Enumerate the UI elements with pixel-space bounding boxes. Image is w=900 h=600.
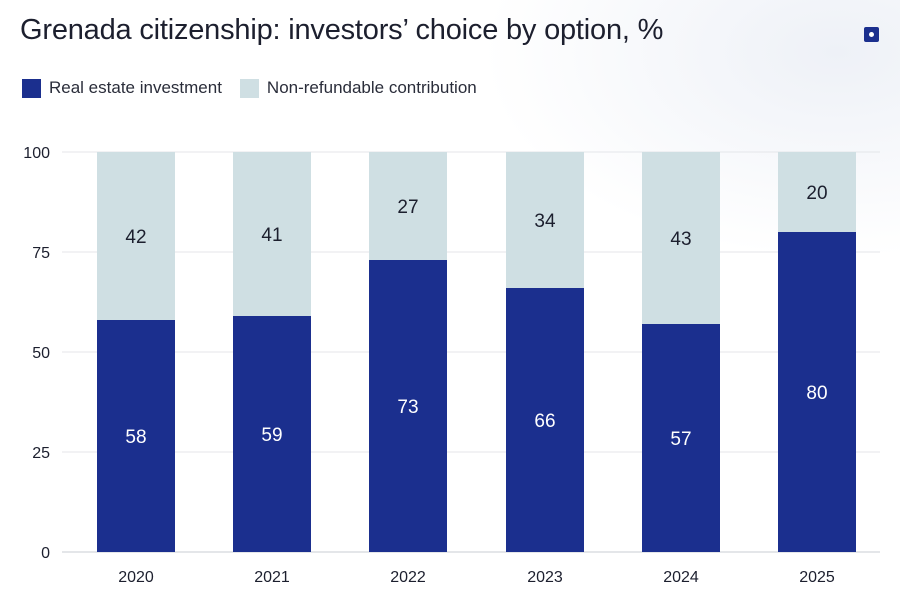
brand-logo-dot [869,32,874,37]
x-tick-label-2021: 2021 [254,569,290,586]
bar-2023-contribution [506,152,584,288]
bar-value-label-2020-contribution: 42 [125,227,146,248]
bar-2021-contribution [233,152,311,316]
chart-title: Grenada citizenship: investors’ choice b… [20,14,664,46]
x-tick-label-2024: 2024 [663,569,699,586]
bar-value-label-2022-real-estate: 73 [397,397,418,418]
chart-legend: Real estate investment Non-refundable co… [22,78,495,98]
legend-swatch-real-estate [22,78,41,98]
x-tick-label-2025: 2025 [799,569,835,586]
bar-2024-real-estate [642,324,720,552]
bar-2025-contribution [778,152,856,232]
bar-value-label-2021-real-estate: 59 [261,425,282,446]
bar-value-label-2022-contribution: 27 [397,197,418,218]
legend-item-contribution: Non-refundable contribution [239,78,477,98]
legend-swatch-contribution [239,78,259,98]
y-tick-label-100: 100 [23,145,50,162]
legend-item-real-estate: Real estate investment [22,78,222,98]
bar-2020-real-estate [97,320,175,552]
x-tick-label-2020: 2020 [118,569,154,586]
y-tick-label-50: 50 [32,345,50,362]
y-tick-label-75: 75 [32,245,50,262]
x-tick-label-2023: 2023 [527,569,563,586]
bar-2022-real-estate [369,260,447,552]
bar-2024-contribution [642,152,720,324]
y-tick-label-0: 0 [41,545,50,562]
brand-logo-icon [864,27,879,42]
bar-2021-real-estate [233,316,311,552]
bar-value-label-2025-contribution: 20 [806,183,827,204]
bar-value-label-2024-real-estate: 57 [670,429,691,450]
y-tick-label-25: 25 [32,445,50,462]
bar-value-label-2025-real-estate: 80 [806,383,827,404]
bar-2025-real-estate [778,232,856,552]
bar-value-label-2024-contribution: 43 [670,229,691,250]
bar-value-label-2023-real-estate: 66 [534,411,555,432]
bar-value-label-2020-real-estate: 58 [125,427,146,448]
bar-value-label-2023-contribution: 34 [534,211,556,232]
bar-value-label-2021-contribution: 41 [261,225,282,246]
bar-2022-contribution [369,152,447,260]
legend-label-real-estate: Real estate investment [49,78,222,97]
legend-label-contribution: Non-refundable contribution [266,78,477,97]
x-tick-label-2022: 2022 [390,569,426,586]
bar-2020-contribution [97,152,175,320]
bar-2023-real-estate [506,288,584,552]
